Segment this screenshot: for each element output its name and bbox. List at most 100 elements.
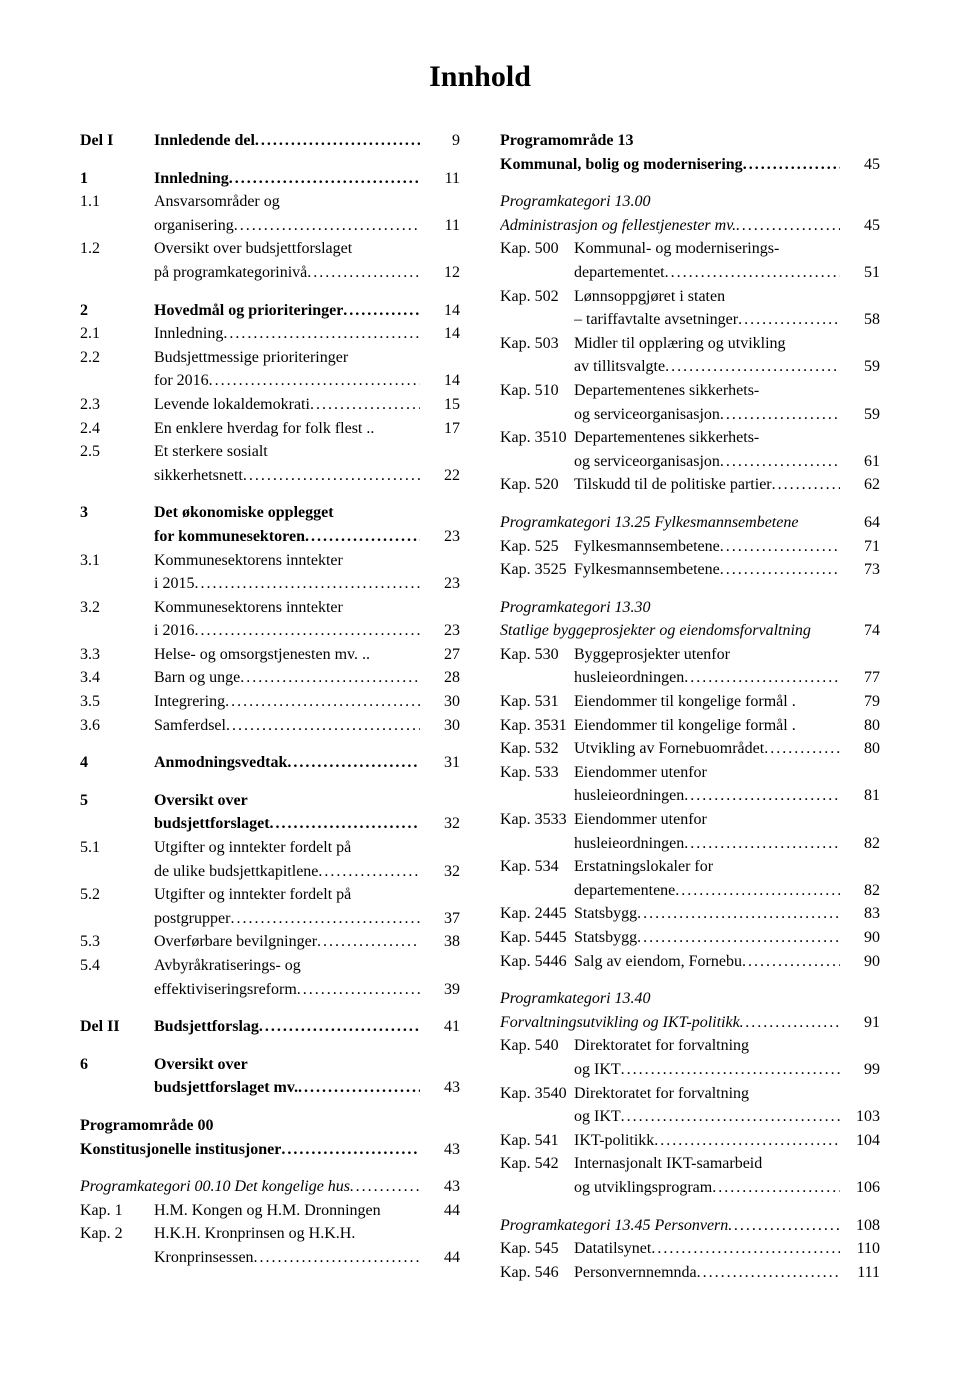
toc-page: 83 — [846, 903, 880, 925]
toc-text: Kommunal, bolig og modernisering — [500, 154, 846, 176]
toc-row: Kap. 541IKT-politikk104 — [500, 1130, 880, 1152]
toc-text: En enklere hverdag for folk flest .. — [154, 418, 426, 440]
toc-text: de ulike budsjettkapitlene — [154, 861, 426, 883]
toc-text: Programkategori 13.00 — [500, 191, 846, 213]
toc-row-cont: for kommunesektoren23 — [80, 526, 460, 548]
toc-text: Lønnsoppgjøret i staten — [574, 286, 846, 308]
toc-row: Programkategori 13.30 — [500, 597, 880, 619]
toc-text: Programområde 13 — [500, 130, 846, 152]
toc-page: 14 — [426, 370, 460, 392]
toc-page: 59 — [846, 356, 880, 378]
toc-row: Kap. 1H.M. Kongen og H.M. Dronningen44 — [80, 1200, 460, 1222]
toc-num: 1.1 — [80, 191, 154, 213]
toc-row: Del IInnledende del9 — [80, 130, 460, 152]
toc-row: 3.1Kommunesektorens inntekter — [80, 550, 460, 572]
toc-num: Kap. 510 — [500, 380, 574, 402]
page-title: Innhold — [80, 60, 880, 94]
toc-row: Kap. 502Lønnsoppgjøret i staten — [500, 286, 880, 308]
toc-text: Levende lokaldemokrati — [154, 394, 426, 416]
toc-row-cont: og IKT103 — [500, 1106, 880, 1128]
toc-row: 3.5Integrering30 — [80, 691, 460, 713]
toc-row-cont: Kronprinsessen44 — [80, 1247, 460, 1269]
toc-row: Kap. 500Kommunal- og moderniserings- — [500, 238, 880, 260]
toc-num: Del II — [80, 1016, 154, 1038]
toc-num: 5.3 — [80, 931, 154, 953]
toc-row: Programkategori 13.25 Fylkesmannsembeten… — [500, 512, 880, 534]
toc-page: 32 — [426, 861, 460, 883]
toc-page: 23 — [426, 526, 460, 548]
toc-num: Kap. 3531 — [500, 715, 574, 737]
toc-spacer — [80, 154, 460, 168]
toc-page: 45 — [846, 154, 880, 176]
toc-num: Kap. 533 — [500, 762, 574, 784]
toc-page: 79 — [846, 691, 880, 713]
toc-text: sikkerhetsnett — [154, 465, 426, 487]
toc-row: Kap. 530Byggeprosjekter utenfor — [500, 644, 880, 666]
toc-row-cont: departementet51 — [500, 262, 880, 284]
toc-text: i 2015 — [154, 573, 426, 595]
toc-num: 6 — [80, 1054, 154, 1076]
toc-row-cont: og serviceorganisasjon61 — [500, 451, 880, 473]
toc-text: Personvernnemnda — [574, 1262, 846, 1284]
toc-text: postgrupper — [154, 908, 426, 930]
toc-text: og IKT — [574, 1059, 846, 1081]
toc-num: Kap. 520 — [500, 474, 574, 496]
toc-page: 77 — [846, 667, 880, 689]
toc-text: Direktoratet for forvaltning — [574, 1035, 846, 1057]
toc-num: 5 — [80, 790, 154, 812]
toc-num: Kap. 500 — [500, 238, 574, 260]
toc-page: 45 — [846, 215, 880, 237]
toc-page: 23 — [426, 573, 460, 595]
toc-row: 1.1Ansvarsområder og — [80, 191, 460, 213]
toc-row-cont: og IKT99 — [500, 1059, 880, 1081]
toc-row-cont: på programkategorinivå12 — [80, 262, 460, 284]
toc-text: Kommunal- og moderniserings- — [574, 238, 846, 260]
toc-num: 2.4 — [80, 418, 154, 440]
toc-page: 12 — [426, 262, 460, 284]
toc-spacer — [80, 286, 460, 300]
toc-num: 2.2 — [80, 347, 154, 369]
toc-page: 27 — [426, 644, 460, 666]
toc-text: Erstatningslokaler for — [574, 856, 846, 878]
toc-row-cont: husleieordningen77 — [500, 667, 880, 689]
toc-row: Kap. 5446Salg av eiendom, Fornebu90 — [500, 951, 880, 973]
toc-page: 80 — [846, 715, 880, 737]
toc-page: 58 — [846, 309, 880, 331]
toc-num: Kap. 532 — [500, 738, 574, 760]
toc-page: 38 — [426, 931, 460, 953]
toc-text: Integrering — [154, 691, 426, 713]
toc-text: Helse- og omsorgstjenesten mv. .. — [154, 644, 426, 666]
toc-text: H.M. Kongen og H.M. Dronningen — [154, 1200, 426, 1222]
toc-num: Kap. 545 — [500, 1238, 574, 1260]
toc-text: Departementenes sikkerhets- — [574, 427, 846, 449]
toc-num: 1.2 — [80, 238, 154, 260]
toc-spacer — [80, 1101, 460, 1115]
toc-num: Kap. 502 — [500, 286, 574, 308]
toc-row-cont: sikkerhetsnett22 — [80, 465, 460, 487]
toc-row: Kap. 534Erstatningslokaler for — [500, 856, 880, 878]
toc-row: Konstitusjonelle institusjoner43 — [80, 1139, 460, 1161]
toc-text: – tariffavtalte avsetninger — [574, 309, 846, 331]
toc-num: Kap. 2 — [80, 1223, 154, 1245]
toc-text: husleieordningen — [574, 785, 846, 807]
toc-row: 1Innledning11 — [80, 168, 460, 190]
toc-num: Kap. 5446 — [500, 951, 574, 973]
toc-text: Salg av eiendom, Fornebu — [574, 951, 846, 973]
toc-row: Kommunal, bolig og modernisering45 — [500, 154, 880, 176]
toc-text: IKT-politikk — [574, 1130, 846, 1152]
toc-row: Administrasjon og fellestjenester mv.45 — [500, 215, 880, 237]
toc-num: 5.1 — [80, 837, 154, 859]
toc-text: Statsbygg — [574, 927, 846, 949]
toc-row: Programområde 00 — [80, 1115, 460, 1137]
toc-page: 71 — [846, 536, 880, 558]
toc-row-cont: – tariffavtalte avsetninger58 — [500, 309, 880, 331]
toc-row: Statlige byggeprosjekter og eiendomsforv… — [500, 620, 880, 642]
toc-text: Eiendommer til kongelige formål . — [574, 715, 846, 737]
toc-row: Kap. 2H.K.H. Kronprinsen og H.K.H. — [80, 1223, 460, 1245]
toc-text: Overførbare bevilgninger — [154, 931, 426, 953]
toc-num: 3.5 — [80, 691, 154, 713]
toc-row: Del IIBudsjettforslag41 — [80, 1016, 460, 1038]
toc-text: Midler til opplæring og utvikling — [574, 333, 846, 355]
toc-text: Utvikling av Fornebuområdet — [574, 738, 846, 760]
toc-num: Kap. 525 — [500, 536, 574, 558]
